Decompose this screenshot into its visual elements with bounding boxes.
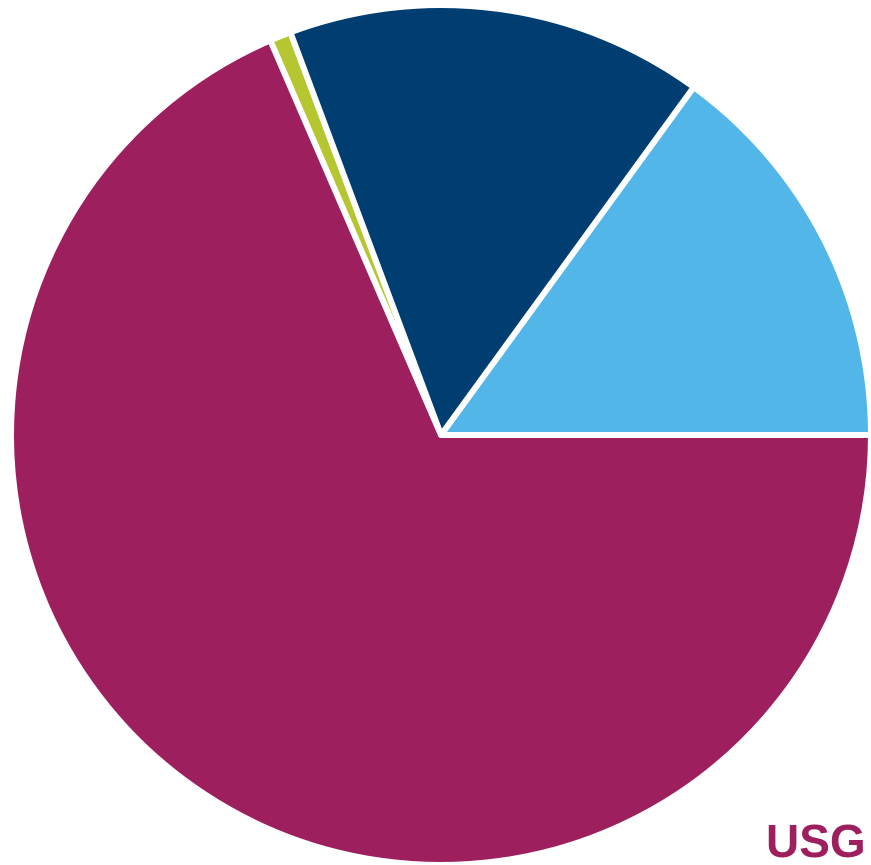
pie-slices: [8, 1, 871, 865]
footer-partial-label: USG: [766, 815, 866, 865]
pie-slice-1: [438, 84, 871, 438]
pie-slice-2: [287, 1, 697, 438]
pie-slice-4: [8, 37, 871, 865]
